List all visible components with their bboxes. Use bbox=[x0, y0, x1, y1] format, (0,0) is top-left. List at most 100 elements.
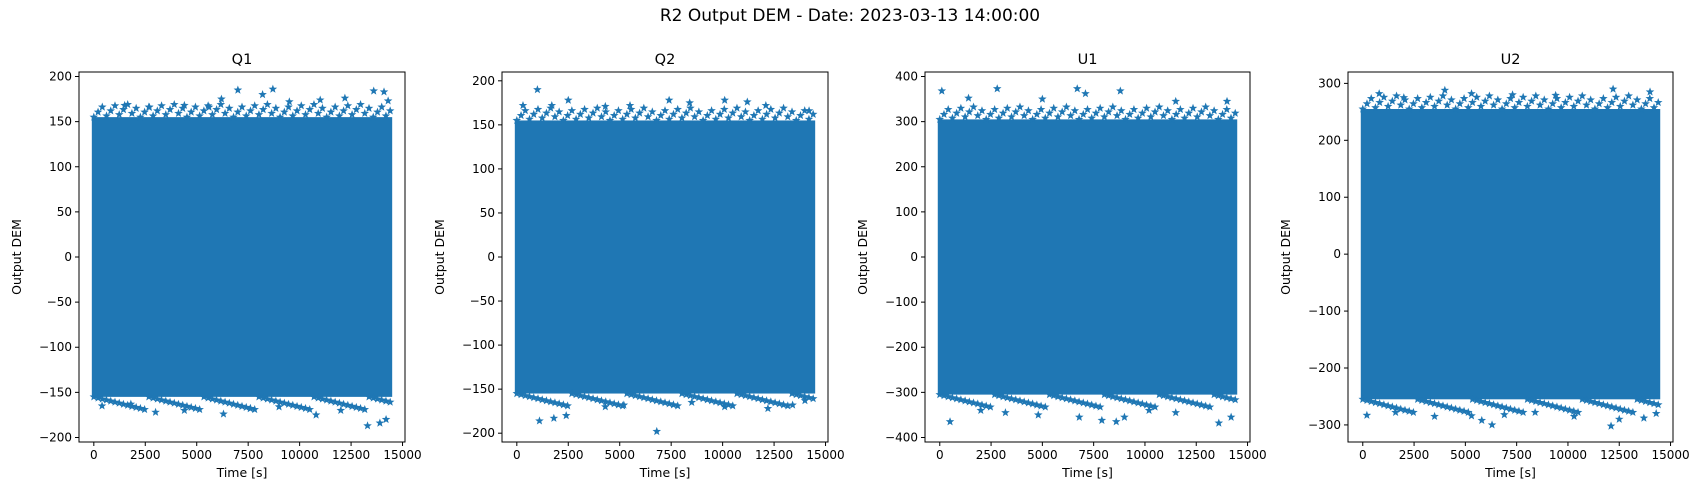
scatter-point bbox=[340, 93, 350, 102]
scatter-point bbox=[800, 392, 809, 401]
y-tick-label: 100 bbox=[49, 160, 72, 174]
scatter-point bbox=[1205, 402, 1215, 411]
x-tick-label: 10000 bbox=[1549, 448, 1587, 462]
scatter-point bbox=[1371, 398, 1380, 407]
y-axis-label: Output DEM bbox=[432, 219, 447, 295]
scatter-point bbox=[1606, 421, 1616, 430]
x-tick-label: 12500 bbox=[1177, 448, 1215, 462]
scatter-point bbox=[292, 401, 302, 410]
scatter-point bbox=[1447, 403, 1456, 412]
scatter-point bbox=[1150, 107, 1160, 116]
y-tick-label: 150 bbox=[49, 115, 72, 129]
scatter-point bbox=[758, 395, 767, 404]
scatter-point bbox=[1539, 95, 1549, 104]
scatter-point bbox=[749, 393, 759, 402]
scatter-point bbox=[343, 400, 353, 409]
scatter-point bbox=[1150, 402, 1160, 411]
scatter-point bbox=[250, 101, 259, 110]
x-tick-label: 10000 bbox=[1126, 448, 1164, 462]
scatter-point bbox=[208, 394, 217, 403]
y-tick-label: 100 bbox=[895, 205, 918, 219]
scatter-point bbox=[720, 95, 729, 104]
scatter-point bbox=[1383, 401, 1393, 410]
scatter-point bbox=[271, 396, 281, 405]
scatter-point bbox=[136, 112, 145, 121]
scatter-point bbox=[1556, 403, 1566, 412]
scatter-point bbox=[1379, 400, 1389, 409]
scatter-point bbox=[1577, 91, 1587, 100]
y-tick-label: −150 bbox=[39, 385, 72, 399]
scatter-point bbox=[518, 100, 528, 110]
scatter-band bbox=[937, 119, 1238, 395]
y-tick-label: 100 bbox=[472, 162, 495, 176]
scatter-point bbox=[775, 108, 784, 117]
scatter-point bbox=[114, 398, 124, 407]
scatter-point bbox=[664, 95, 674, 104]
scatter-point bbox=[313, 393, 323, 402]
scatter-point bbox=[1442, 402, 1452, 411]
scatter-point bbox=[1455, 405, 1465, 414]
scatter-point bbox=[1062, 394, 1071, 403]
scatter-point bbox=[301, 403, 310, 413]
x-tick-label: 12500 bbox=[332, 448, 370, 462]
scatter-point bbox=[563, 111, 572, 120]
scatter-point bbox=[724, 113, 733, 122]
scatter-point bbox=[148, 393, 158, 402]
scatter-point bbox=[1214, 418, 1224, 427]
scatter-point bbox=[635, 108, 644, 117]
scatter-point bbox=[741, 391, 750, 400]
subplot-q1: 0 2500 5000 7500 10000 12500 15000 −200 −150 −100… bbox=[9, 52, 422, 480]
x-tick-label: 7500 bbox=[233, 448, 264, 462]
scatter-point bbox=[136, 403, 145, 413]
scatter-point bbox=[263, 394, 272, 403]
scatter-point bbox=[965, 107, 974, 116]
scatter-point bbox=[719, 104, 729, 114]
scatter-point bbox=[1569, 411, 1579, 421]
scatter-point bbox=[1003, 393, 1012, 402]
scatter-point bbox=[935, 390, 945, 399]
scatter-point bbox=[1049, 391, 1059, 400]
y-tick-label: 100 bbox=[1318, 190, 1341, 204]
scatter-band bbox=[91, 117, 393, 397]
scatter-point bbox=[1171, 109, 1181, 119]
scatter-point bbox=[199, 392, 209, 401]
scatter-point bbox=[1375, 399, 1384, 408]
scatter-point bbox=[994, 113, 1004, 122]
scatter-point bbox=[288, 400, 298, 409]
y-tick-label: −50 bbox=[47, 295, 72, 309]
scatter-point bbox=[1108, 392, 1118, 401]
scatter-point bbox=[368, 393, 378, 402]
x-tick-label: 5000 bbox=[604, 448, 635, 462]
x-tick-label: 7500 bbox=[1501, 448, 1532, 462]
scatter-point bbox=[973, 111, 983, 120]
scatter-point bbox=[1467, 89, 1476, 98]
scatter-point bbox=[1637, 104, 1646, 113]
scatter-point bbox=[229, 112, 238, 121]
figure-title: R2 Output DEM - Date: 2023-03-13 14:00:0… bbox=[659, 6, 1041, 26]
scatter-point bbox=[533, 394, 543, 403]
scatter-point bbox=[1497, 104, 1507, 113]
scatter-point bbox=[976, 405, 986, 415]
scatter-point bbox=[529, 109, 539, 118]
scatter-point bbox=[368, 112, 378, 121]
scatter-point bbox=[1590, 104, 1600, 113]
scatter-point bbox=[1468, 394, 1477, 403]
scatter-point bbox=[1007, 394, 1016, 403]
scatter-point bbox=[1214, 391, 1223, 400]
scatter-point bbox=[779, 103, 788, 112]
scatter-point bbox=[339, 399, 348, 408]
scatter-point bbox=[1184, 397, 1194, 406]
scatter-point bbox=[1417, 103, 1427, 112]
scatter-point bbox=[1409, 407, 1418, 417]
scatter-point bbox=[775, 399, 784, 408]
scatter-point bbox=[1611, 92, 1621, 101]
x-tick-label: 12500 bbox=[755, 448, 793, 462]
scatter-point bbox=[1226, 394, 1236, 403]
scatter-point bbox=[153, 394, 162, 403]
scatter-point bbox=[964, 93, 973, 102]
x-tick-label: 15000 bbox=[806, 448, 844, 462]
scatter-point bbox=[1455, 99, 1465, 108]
scatter-point bbox=[1530, 407, 1540, 417]
scatter-point bbox=[1430, 411, 1439, 421]
scatter-point bbox=[1007, 112, 1016, 121]
